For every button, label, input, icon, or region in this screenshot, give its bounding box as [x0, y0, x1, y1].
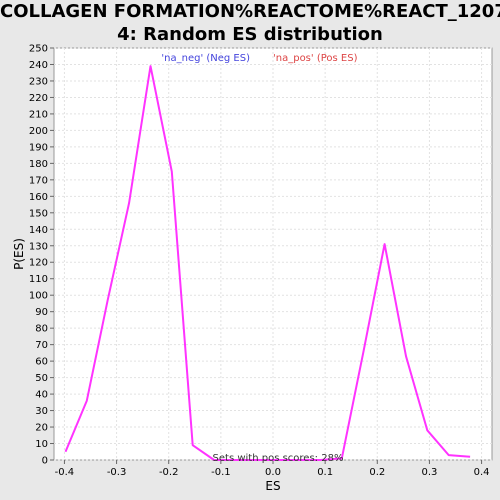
y-tick-label: 30	[35, 406, 48, 417]
y-tick-label: 100	[29, 291, 48, 302]
y-tick-label: 160	[29, 192, 48, 203]
y-tick-label: 200	[29, 126, 48, 137]
y-tick-label: 70	[35, 340, 48, 351]
y-tick-label: 90	[35, 307, 48, 318]
y-tick-label: 250	[29, 44, 48, 55]
es-distribution-line	[64, 65, 471, 461]
y-tick-label: 210	[29, 109, 48, 120]
y-tick-label: 0	[42, 456, 48, 467]
axes: 0 10 20 30 40 50 60 70 80 90 100 110 120 130 140 150 160…	[29, 44, 490, 479]
x-tick-label: -0.4	[55, 467, 75, 478]
y-tick-label: 40	[35, 390, 48, 401]
chart-title-line-2: 4: Random ES distribution	[117, 24, 383, 45]
y-tick-label: 180	[29, 159, 48, 170]
y-tick-label: 50	[35, 373, 48, 384]
x-tick-label: 0.4	[474, 467, 490, 478]
y-tick-label: 220	[29, 93, 48, 104]
y-axis-label: P(ES)	[12, 238, 26, 270]
legend-pos-label: 'na_pos' (Pos ES)	[273, 53, 358, 64]
y-tick-label: 130	[29, 241, 48, 252]
x-tick-label: 0.3	[421, 467, 437, 478]
x-axis-label: ES	[265, 479, 280, 493]
x-tick-label: 0.2	[369, 467, 385, 478]
y-tick-label: 230	[29, 76, 48, 87]
y-tick-label: 60	[35, 357, 48, 368]
x-tick-label: 0.0	[265, 467, 281, 478]
y-tick-label: 120	[29, 258, 48, 269]
grid-lines	[54, 47, 492, 461]
y-tick-label: 110	[29, 274, 48, 285]
chart-title-line-1: COLLAGEN FORMATION%REACTOME%REACT_120729…	[0, 1, 500, 22]
legend-neg-label: 'na_neg' (Neg ES)	[161, 53, 250, 64]
x-tick-label: -0.2	[159, 467, 179, 478]
x-tick-label: -0.1	[211, 467, 231, 478]
y-tick-label: 150	[29, 208, 48, 219]
x-tick-label: -0.3	[107, 467, 127, 478]
y-tick-label: 190	[29, 142, 48, 153]
x-tick-label: 0.1	[317, 467, 333, 478]
y-tick-label: 170	[29, 175, 48, 186]
y-tick-label: 240	[29, 60, 48, 71]
chart-title: COLLAGEN FORMATION%REACTOME%REACT_120729…	[0, 0, 500, 46]
y-tick-label: 80	[35, 324, 48, 335]
pos-scores-annotation: Sets with pos scores: 28%	[213, 453, 344, 464]
series-layer	[64, 65, 471, 461]
y-tick-label: 10	[35, 439, 48, 450]
y-tick-label: 140	[29, 225, 48, 236]
y-tick-label: 20	[35, 423, 48, 434]
